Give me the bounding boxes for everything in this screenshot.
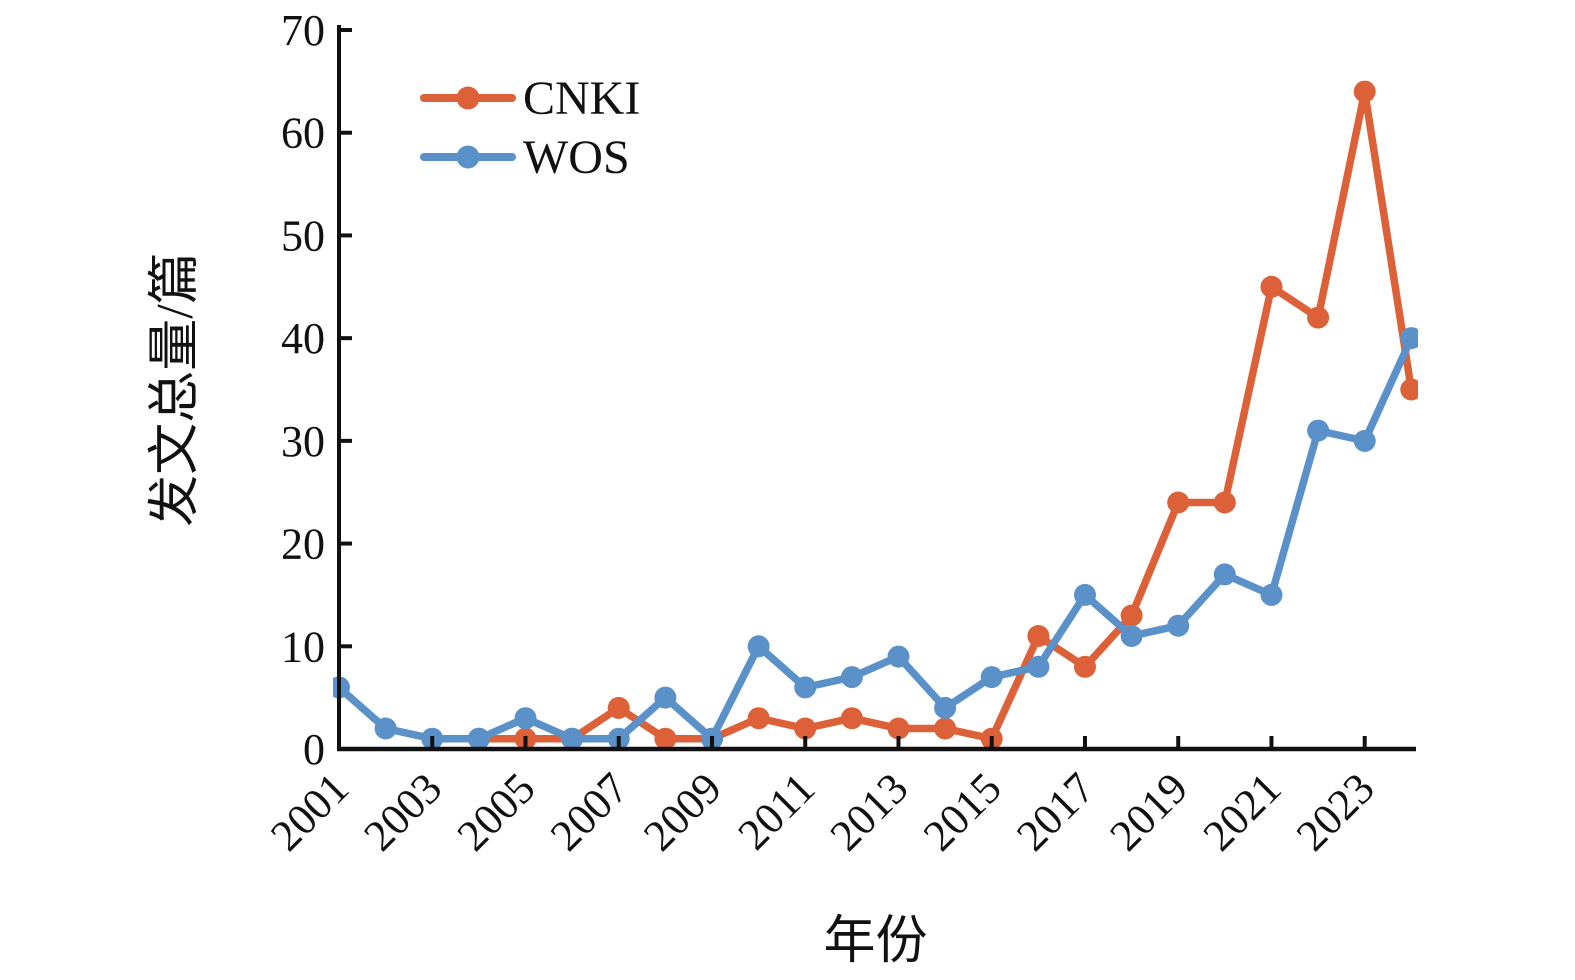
wos-marker — [887, 645, 910, 668]
legend-item-wos: WOS — [420, 131, 630, 184]
cnki-marker — [747, 707, 770, 730]
y-axis-title: 发文总量/篇 — [147, 252, 204, 526]
y-tick-label: 30 — [281, 417, 325, 466]
x-tick-label: 2005 — [448, 763, 545, 860]
cnki-marker — [1074, 655, 1096, 678]
y-tick-label: 0 — [303, 725, 325, 774]
x-axis-title: 年份 — [823, 913, 927, 970]
y-tick-label: 10 — [281, 622, 325, 671]
wos-marker — [1027, 655, 1050, 678]
cnki-marker — [1027, 625, 1050, 647]
x-tick-label: 2011 — [729, 763, 825, 859]
x-tick-label: 2009 — [634, 763, 731, 860]
cnki-marker — [1120, 604, 1143, 627]
cnki-marker — [1353, 80, 1376, 103]
legend-label: WOS — [523, 131, 630, 184]
y-tick-label: 70 — [281, 6, 325, 55]
x-tick-label: 2019 — [1100, 763, 1197, 860]
x-tick-label: 2007 — [541, 763, 638, 860]
cnki-marker — [1213, 491, 1236, 514]
cnki-marker — [794, 717, 817, 740]
wos-marker — [514, 707, 537, 730]
x-tick-label: 2001 — [261, 763, 358, 860]
wos-marker — [1260, 583, 1283, 606]
legend-label: CNKI — [523, 72, 640, 125]
wos-marker — [1120, 625, 1143, 647]
x-tick-label: 2015 — [914, 763, 1011, 860]
wos-marker — [1167, 614, 1190, 637]
cnki-marker — [934, 717, 957, 740]
x-tick-label: 2023 — [1287, 763, 1384, 860]
x-tick-label: 2021 — [1194, 763, 1291, 860]
wos-series — [333, 327, 1418, 750]
x-tick-label: 2017 — [1007, 763, 1104, 860]
wos-marker — [840, 666, 863, 689]
y-tick-label: 20 — [281, 520, 325, 569]
y-tick-label: 50 — [281, 211, 325, 260]
wos-marker — [747, 635, 770, 658]
cnki-marker — [607, 696, 630, 719]
wos-marker — [794, 676, 817, 699]
cnki-marker — [1400, 378, 1418, 401]
legend: CNKI WOS — [420, 72, 640, 184]
cnki-marker — [1167, 491, 1190, 514]
cnki-marker — [654, 727, 677, 750]
wos-marker — [1400, 327, 1418, 350]
cnki-marker — [887, 717, 910, 740]
legend-item-cnki: CNKI — [420, 72, 640, 125]
wos-marker — [561, 727, 584, 750]
series-layer — [333, 80, 1418, 750]
cnki-line — [478, 87, 1416, 743]
cnki-marker — [840, 707, 863, 730]
wos-marker — [1074, 583, 1096, 606]
legend-marker-cnki — [456, 86, 480, 110]
y-tick-label: 60 — [281, 109, 325, 158]
wos-marker — [1213, 563, 1236, 586]
legend-marker-wos — [456, 145, 480, 169]
wos-marker — [654, 686, 677, 709]
wos-marker — [1307, 419, 1330, 442]
wos-marker — [1353, 429, 1376, 452]
wos-marker — [374, 717, 397, 740]
cnki-marker — [1260, 275, 1283, 298]
x-tick-label: 2013 — [821, 763, 918, 860]
wos-marker — [934, 696, 957, 719]
cnki-marker — [1307, 306, 1330, 329]
wos-marker — [467, 727, 490, 750]
y-tick-label: 40 — [281, 314, 325, 363]
wos-marker — [980, 666, 1003, 689]
x-tick-label: 2003 — [354, 763, 451, 860]
